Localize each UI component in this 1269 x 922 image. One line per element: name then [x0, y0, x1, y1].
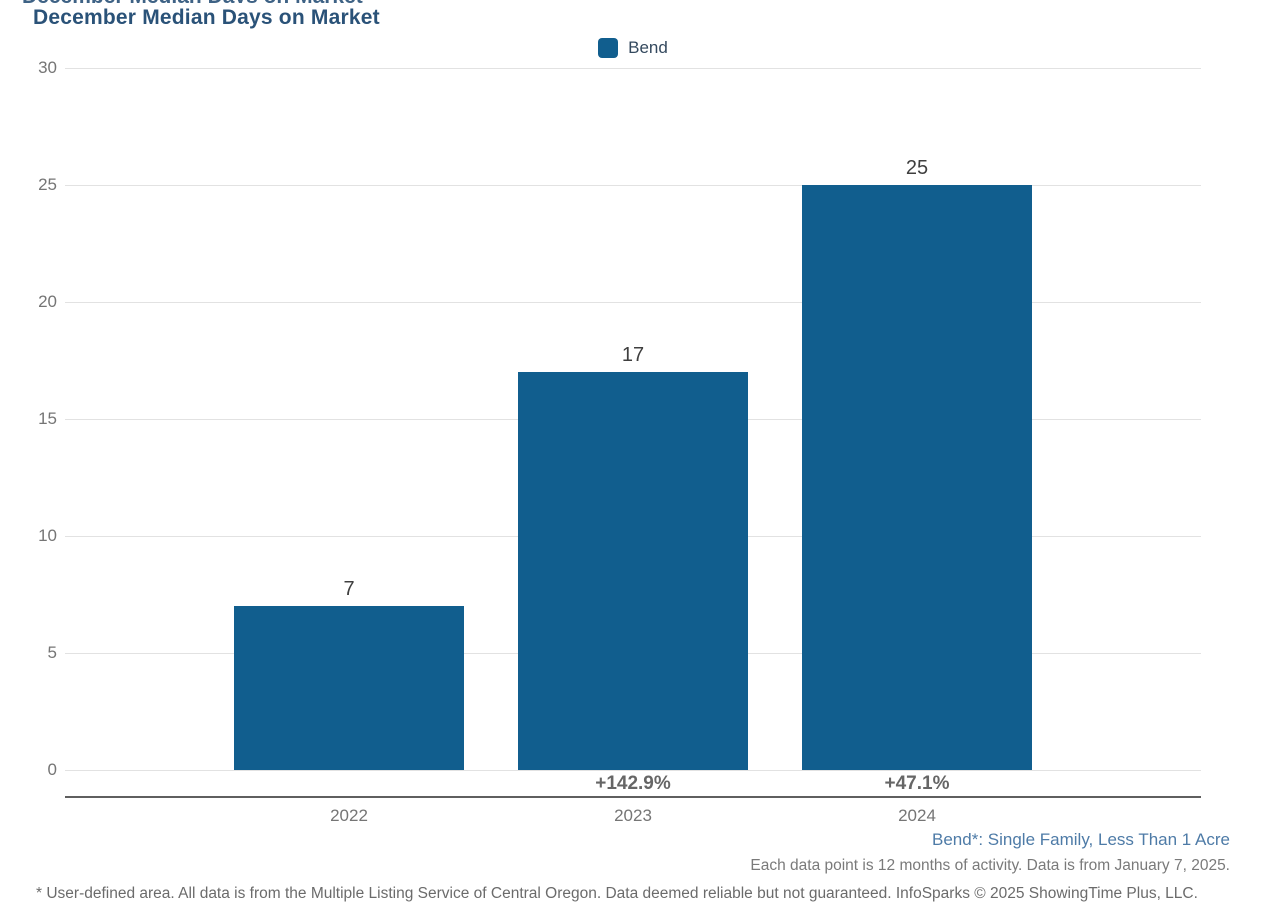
bar-value-label: 17	[621, 344, 645, 367]
plot-area: 7 17 25	[65, 68, 1201, 771]
y-tick-label: 15	[38, 409, 57, 428]
y-axis-tick-labels: 0 5 10 15 20 25 30	[0, 58, 57, 779]
data-note-footnote: Each data point is 12 months of activity…	[750, 857, 1230, 874]
bar-value-label: 25	[905, 157, 929, 179]
chart-title: December Median Days on Market	[33, 6, 380, 29]
x-tick-label: 2023	[614, 806, 652, 825]
bar-2022[interactable]	[234, 606, 464, 770]
gridline	[65, 302, 1201, 303]
bar-value-label: 7	[343, 578, 355, 601]
clipped-title-sliver: December Median Days on Market	[22, 0, 922, 3]
y-tick-label: 10	[38, 526, 57, 545]
legend-label: Bend	[628, 38, 668, 57]
gridline	[65, 770, 1201, 771]
gridline	[65, 68, 1201, 69]
legend-swatch-icon	[598, 38, 619, 58]
y-tick-label: 0	[47, 760, 57, 779]
y-tick-label: 5	[47, 643, 57, 662]
bar-2023[interactable]	[518, 372, 748, 770]
x-tick-label: 2022	[330, 806, 368, 825]
x-axis-line	[65, 796, 1201, 798]
series-definition-footnote: Bend*: Single Family, Less Than 1 Acre	[932, 830, 1230, 849]
y-tick-label: 25	[38, 175, 57, 194]
x-tick-label: 2024	[898, 806, 936, 825]
pct-change-label: +142.9%	[595, 773, 671, 794]
y-tick-label: 30	[38, 58, 57, 77]
bar-2024[interactable]	[802, 185, 1032, 770]
pct-change-label: +47.1%	[884, 773, 950, 794]
gridline	[65, 185, 1201, 186]
legend-item-bend[interactable]: Bend	[65, 37, 1201, 59]
y-tick-label: 20	[38, 292, 57, 311]
disclaimer-footnote: * User-defined area. All data is from th…	[36, 885, 1198, 902]
